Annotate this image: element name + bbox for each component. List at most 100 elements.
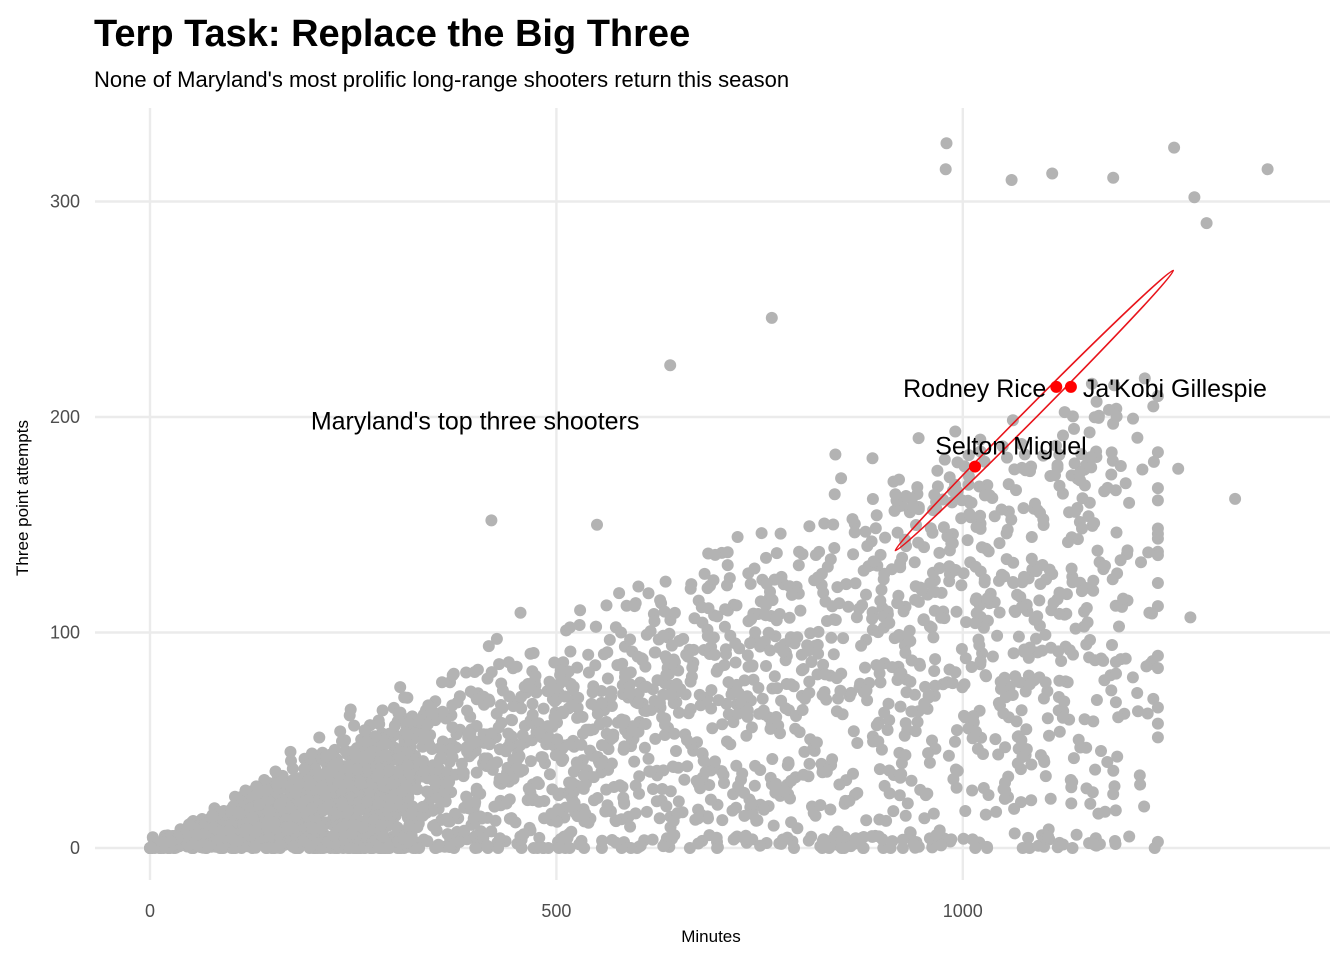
- data-point: [782, 757, 795, 770]
- data-point: [403, 819, 416, 832]
- data-point: [752, 681, 765, 694]
- data-point: [667, 761, 680, 773]
- data-point: [946, 496, 958, 509]
- data-point: [505, 713, 518, 726]
- data-point: [870, 509, 883, 522]
- data-point: [305, 802, 318, 815]
- data-point: [1066, 776, 1079, 788]
- data-point: [397, 832, 410, 845]
- data-point: [860, 814, 873, 827]
- data-point: [668, 727, 681, 740]
- data-point: [962, 470, 975, 483]
- data-point: [955, 643, 968, 655]
- data-point: [1056, 711, 1069, 724]
- data-point: [260, 842, 273, 854]
- data-point: [859, 661, 871, 674]
- data-point: [1015, 704, 1028, 717]
- data-point: [897, 605, 910, 618]
- data-point: [937, 521, 950, 534]
- data-point: [596, 697, 608, 710]
- data-point: [993, 537, 1006, 550]
- data-point: [394, 681, 407, 694]
- data-point: [260, 784, 273, 797]
- data-point: [464, 727, 477, 740]
- data-point: [383, 764, 395, 777]
- data-point: [1113, 620, 1125, 633]
- data-point: [776, 833, 789, 846]
- data-point: [533, 726, 546, 739]
- data-point: [966, 784, 979, 797]
- data-point: [344, 703, 357, 716]
- data-point: [706, 722, 719, 735]
- data-point: [1039, 770, 1052, 783]
- data-point: [1114, 554, 1127, 567]
- data-point: [1015, 734, 1028, 747]
- data-point: [238, 825, 251, 838]
- data-point: [899, 533, 911, 546]
- data-point: [998, 570, 1011, 583]
- data-point: [223, 824, 236, 837]
- data-point: [803, 757, 816, 770]
- data-point: [660, 800, 673, 813]
- data-point: [654, 594, 667, 607]
- data-point: [817, 658, 830, 671]
- data-point: [685, 578, 698, 591]
- data-point: [803, 675, 816, 688]
- y-tick-label: 200: [50, 407, 80, 427]
- data-point: [816, 689, 829, 701]
- data-point: [707, 631, 720, 644]
- data-point: [1151, 577, 1164, 589]
- data-point: [804, 627, 817, 640]
- data-point: [543, 768, 556, 781]
- data-point: [996, 440, 1009, 453]
- data-point: [969, 560, 982, 573]
- data-point: [716, 718, 729, 731]
- data-point: [565, 680, 578, 692]
- data-point: [787, 680, 800, 693]
- data-point: [855, 639, 868, 652]
- highlight-ellipse-shape: [894, 269, 1175, 552]
- data-point: [1151, 522, 1164, 535]
- data-point: [856, 599, 869, 612]
- data-point: [875, 583, 888, 596]
- data-point: [809, 809, 822, 822]
- data-point: [917, 614, 930, 627]
- data-point: [678, 773, 691, 786]
- data-point: [1076, 522, 1088, 535]
- data-point: [639, 680, 652, 693]
- data-point: [846, 513, 859, 526]
- data-point: [549, 749, 562, 762]
- data-point: [600, 599, 613, 612]
- data-point: [878, 706, 891, 719]
- data-point: [483, 695, 496, 708]
- data-point: [963, 507, 976, 520]
- data-point: [664, 359, 677, 372]
- data-point: [1034, 578, 1047, 590]
- highlight-point: [1050, 380, 1063, 393]
- data-point: [537, 702, 550, 715]
- data-point: [436, 735, 449, 748]
- data-point: [922, 747, 935, 760]
- data-point: [965, 496, 978, 509]
- data-point: [499, 745, 512, 758]
- data-point: [1080, 782, 1093, 795]
- data-point: [1081, 616, 1094, 629]
- data-point: [650, 795, 663, 808]
- data-point: [269, 765, 282, 778]
- data-point: [826, 753, 839, 766]
- data-point: [358, 750, 371, 763]
- data-point: [764, 644, 777, 657]
- data-point: [369, 730, 382, 743]
- data-point: [440, 812, 453, 825]
- data-point: [1084, 797, 1097, 810]
- data-point: [980, 542, 993, 555]
- data-point: [286, 840, 299, 853]
- data-point: [943, 560, 956, 573]
- data-point: [600, 716, 613, 728]
- data-point: [1099, 559, 1111, 572]
- data-point: [1065, 797, 1078, 810]
- data-point: [605, 685, 618, 698]
- data-point: [373, 842, 385, 854]
- data-point: [253, 798, 266, 811]
